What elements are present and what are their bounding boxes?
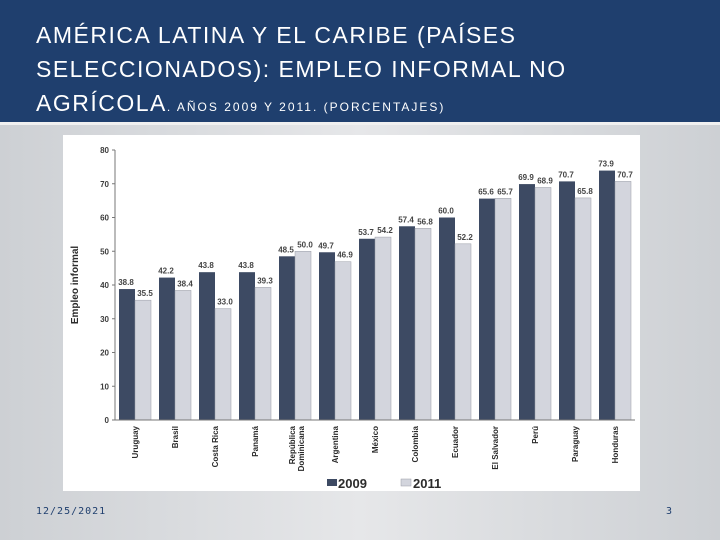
- bar-2009: [319, 252, 335, 420]
- value-label-2011: 50.0: [297, 240, 313, 249]
- value-label-2009: 48.5: [278, 245, 294, 254]
- value-label-2011: 68.9: [537, 176, 553, 185]
- value-label-2011: 65.8: [577, 187, 593, 196]
- y-tick-label: 70: [100, 180, 109, 189]
- value-label-2011: 56.8: [417, 217, 433, 226]
- value-label-2011: 35.5: [137, 289, 153, 298]
- bar-chart: 0 10 20 30 40 50 60 70 80 38.835.5 42.238.4 43.8 33…: [70, 146, 635, 491]
- slide-title: AMÉRICA LATINA Y EL CARIBE (PAÍSES SELEC…: [36, 18, 696, 124]
- value-label-2009: 43.8: [198, 261, 214, 270]
- bar-2011: [254, 287, 272, 421]
- slide-title-suffix: . AÑOS 2009 Y 2011. (PORCENTAJES): [166, 100, 446, 114]
- legend-label-2009: 2009: [338, 476, 367, 491]
- category-label: México: [371, 426, 380, 453]
- legend-swatch-2009: [327, 479, 337, 486]
- category-label: Panamá: [251, 425, 260, 456]
- bar-2011: [214, 308, 232, 421]
- value-label-2009: 53.7: [358, 228, 374, 237]
- value-label-2009: 57.4: [398, 215, 414, 224]
- category-label: Costa Rica: [211, 425, 220, 467]
- bar-2011: [174, 290, 192, 421]
- value-label-2011: 39.3: [257, 276, 273, 285]
- title-bar: AMÉRICA LATINA Y EL CARIBE (PAÍSES SELEC…: [0, 0, 720, 125]
- category-label: Ecuador: [451, 426, 460, 458]
- bar-2009: [279, 256, 295, 420]
- bar-2009: [519, 184, 535, 420]
- legend-swatch-2011: [400, 478, 412, 487]
- value-label-2011: 65.7: [497, 187, 513, 196]
- value-label-2009: 60.0: [438, 207, 454, 216]
- category-label: Paraguay: [571, 425, 580, 462]
- y-tick-label: 10: [100, 382, 109, 391]
- category-label: Brasil: [171, 426, 180, 448]
- value-label-2011: 70.7: [617, 170, 633, 179]
- category-label: El Salvador: [491, 426, 500, 470]
- value-label-2011: 38.4: [177, 279, 193, 288]
- page-number: 3: [666, 506, 673, 517]
- bar-2009: [199, 272, 215, 420]
- bar-2011: [534, 187, 552, 421]
- value-label-2011: 52.2: [457, 233, 473, 242]
- y-tick-label: 20: [100, 349, 109, 358]
- value-label-2009: 65.6: [478, 188, 494, 197]
- bar-2009: [399, 226, 415, 420]
- bar-2011: [374, 236, 392, 421]
- chart-panel: 0 10 20 30 40 50 60 70 80 38.8 35.5 42.2 38.4 43.8 33…: [63, 135, 640, 491]
- footer-date: 12/25/2021: [36, 506, 107, 517]
- bar-2009: [599, 170, 615, 420]
- y-tick-label: 40: [100, 281, 109, 290]
- bar-2011: [334, 261, 352, 421]
- bar-2011: [414, 228, 432, 421]
- category-label: Argentina: [331, 425, 340, 463]
- category-label: Colombia: [411, 425, 420, 462]
- value-label-2009: 70.7: [558, 170, 574, 179]
- value-labels: 38.835.542.238.443.833.043.839.348.550.0…: [118, 160, 633, 307]
- value-label-2009: 42.2: [158, 267, 174, 276]
- value-label-2009: 43.8: [238, 261, 254, 270]
- bar-2009: [159, 277, 175, 420]
- bars: [119, 170, 632, 421]
- value-label-2011: 54.2: [377, 226, 393, 235]
- category-label: Honduras: [611, 425, 620, 463]
- bar-2011: [134, 299, 152, 421]
- y-tick-label: 0: [105, 416, 110, 425]
- y-tick-label: 60: [100, 214, 109, 223]
- category-labels: Uruguay Brasil Costa Rica Panamá RepúblicaDo…: [131, 425, 620, 471]
- category-label: RepúblicaDominicana: [288, 425, 306, 471]
- value-label-2009: 38.8: [118, 278, 134, 287]
- bar-2009: [479, 198, 495, 420]
- bar-2009: [119, 289, 135, 420]
- y-tick-label: 50: [100, 247, 109, 256]
- bar-2011: [614, 181, 632, 421]
- slide-title-main: AMÉRICA LATINA Y EL CARIBE (PAÍSES SELEC…: [36, 22, 567, 116]
- value-label-2009: 73.9: [598, 160, 614, 169]
- y-axis-label: Empleo informal: [70, 246, 81, 325]
- y-tick-label: 30: [100, 315, 109, 324]
- bar-2009: [559, 181, 575, 420]
- y-axis-ticks: 0 10 20 30 40 50 60 70 80: [100, 146, 115, 425]
- y-tick-label: 80: [100, 146, 109, 155]
- category-label: Uruguay: [131, 425, 140, 458]
- bar-2009: [359, 238, 375, 420]
- legend: 2009 2011: [327, 476, 441, 491]
- bar-2009: [439, 217, 455, 420]
- value-label-2009: 69.9: [518, 173, 534, 182]
- value-label-2009: 49.7: [318, 241, 334, 250]
- bar-2011: [454, 243, 472, 421]
- bar-2011: [294, 251, 312, 421]
- legend-label-2011: 2011: [413, 476, 441, 491]
- bar-2011: [574, 197, 592, 421]
- category-label: Perú: [531, 426, 540, 444]
- bar-2009: [239, 272, 255, 420]
- bar-2011: [494, 198, 512, 421]
- value-label-2011: 33.0: [217, 298, 233, 307]
- value-label-2011: 46.9: [337, 251, 353, 260]
